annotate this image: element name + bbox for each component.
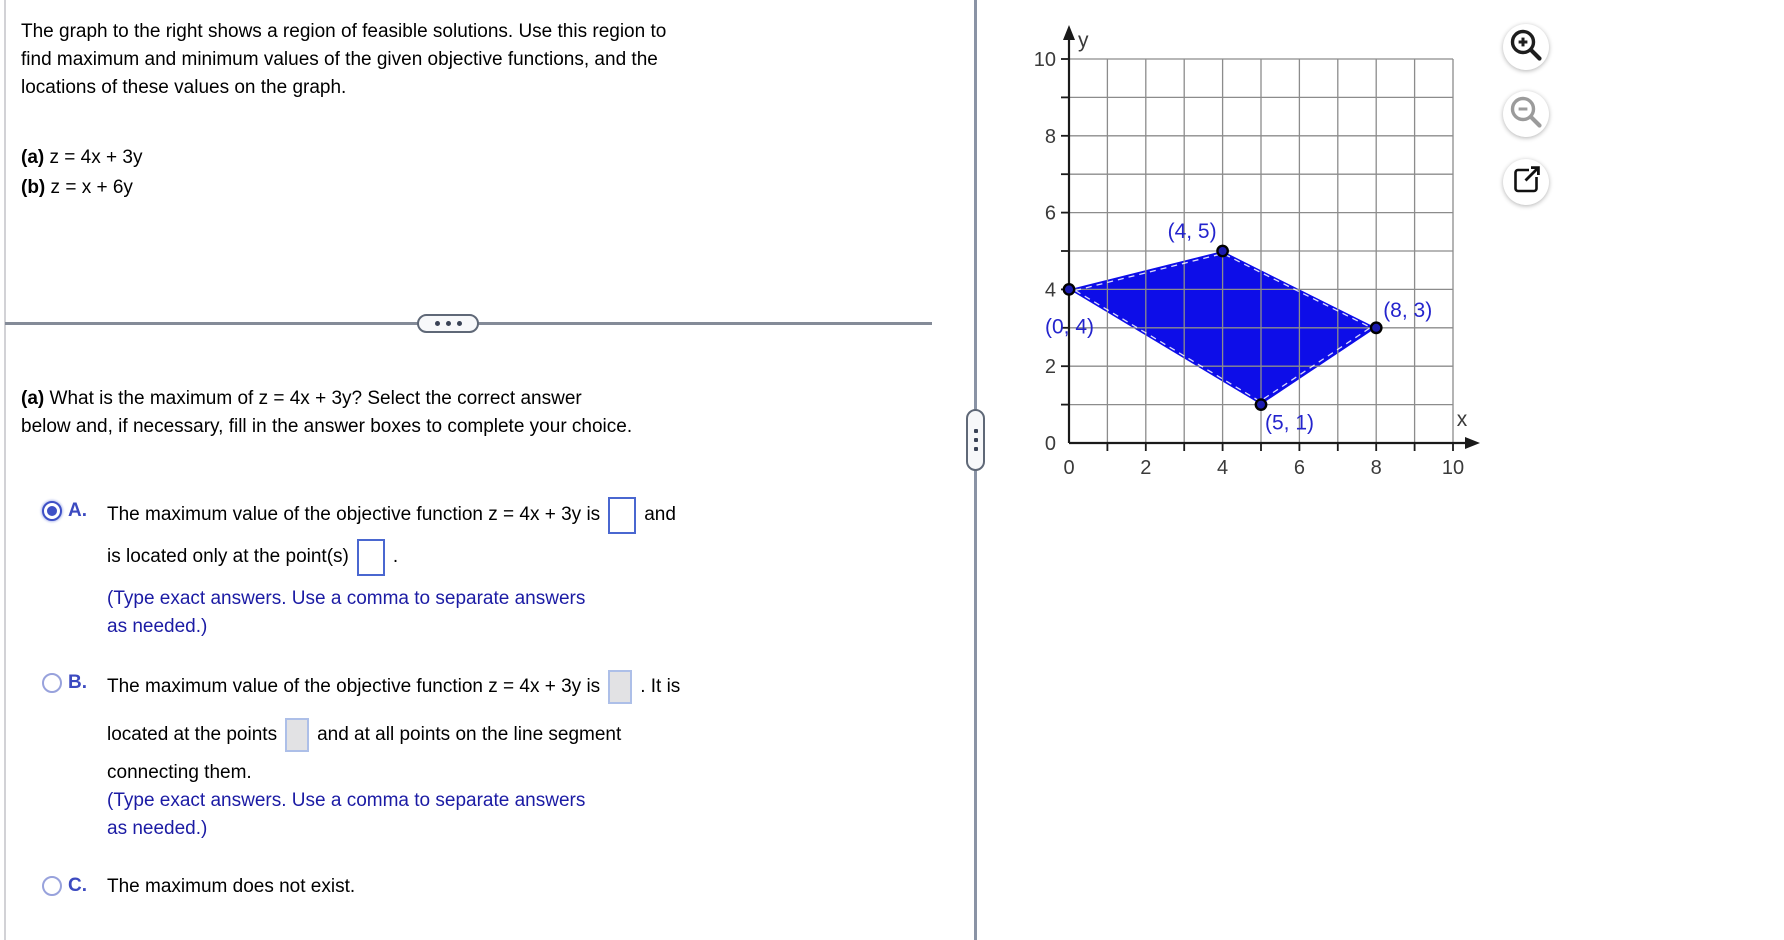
option-a-note2: as needed.)	[107, 616, 208, 637]
ellipsis-dot	[973, 429, 978, 433]
svg-text:4: 4	[1217, 457, 1228, 479]
svg-text:(4, 5): (4, 5)	[1168, 220, 1217, 243]
option-c-letter: C.	[68, 875, 87, 896]
svg-text:(5, 1): (5, 1)	[1265, 412, 1314, 435]
svg-text:x: x	[1457, 408, 1468, 431]
question-line1: What is the maximum of z = 4x + 3y? Sele…	[49, 388, 582, 409]
ellipsis-dot	[456, 321, 462, 326]
option-a-line1-text: The maximum value of the objective funct…	[107, 504, 601, 525]
svg-text:8: 8	[1045, 126, 1056, 148]
svg-text:4: 4	[1045, 279, 1056, 301]
option-a-line1: The maximum value of the objective funct…	[107, 494, 847, 536]
option-a-letter: A.	[68, 500, 87, 521]
ellipsis-dot	[973, 447, 978, 451]
open-in-new-window-button[interactable]	[1503, 159, 1549, 205]
objective-b-equation: z = x + 6y	[50, 177, 133, 198]
collapse-question-handle[interactable]	[417, 314, 479, 333]
zoom-out-button[interactable]	[1503, 91, 1549, 137]
option-a-line2-text: is located only at the point(s)	[107, 546, 349, 567]
svg-text:(0, 4): (0, 4)	[1045, 315, 1094, 338]
option-b-line1: The maximum value of the objective funct…	[107, 666, 847, 708]
answer-box-max-points[interactable]	[356, 538, 385, 576]
svg-text:2: 2	[1045, 356, 1056, 378]
question-line2: below and, if necessary, fill in the ans…	[21, 416, 633, 437]
option-b-note1: (Type exact answers. Use a comma to sepa…	[107, 790, 586, 811]
graph-canvas: 0 2 4 6 8 10 0 2 4 6 8 10 y x (0, 4) (4, 5) (8, 3) (5, 1)	[1034, 25, 1480, 479]
option-a-text: The maximum value of the objective funct…	[107, 494, 847, 641]
problem-line: locations of these values on the graph.	[21, 77, 347, 98]
svg-text:10: 10	[1442, 457, 1464, 479]
svg-text:10: 10	[1034, 49, 1056, 71]
ellipsis-dot	[434, 321, 440, 326]
option-a-note1: (Type exact answers. Use a comma to sepa…	[107, 588, 586, 609]
option-a-line2: is located only at the point(s).	[107, 536, 847, 578]
option-c-text: The maximum does not exist.	[107, 875, 847, 899]
question-prompt: (a) What is the maximum of z = 4x + 3y? …	[21, 385, 921, 441]
svg-text:0: 0	[1045, 433, 1056, 455]
open-in-new-window-icon	[1506, 160, 1546, 205]
radio-option-b[interactable]	[42, 673, 62, 693]
objective-a: (a) z = 4x + 3y	[21, 143, 421, 173]
collapse-panel-handle[interactable]	[966, 409, 985, 471]
radio-option-c[interactable]	[42, 876, 62, 896]
svg-text:6: 6	[1045, 203, 1056, 225]
option-a-line1-tail: and	[644, 504, 676, 525]
answer-box-b-points[interactable]	[285, 718, 310, 752]
zoom-in-button[interactable]	[1503, 24, 1549, 70]
option-b-line2-text: located at the points	[107, 724, 278, 745]
svg-text:6: 6	[1294, 457, 1305, 479]
objective-a-label: (a)	[21, 147, 45, 168]
option-b-line3: connecting them.	[107, 762, 252, 783]
option-b-text: The maximum value of the objective funct…	[107, 666, 847, 843]
problem-statement: The graph to the right shows a region of…	[21, 18, 901, 102]
option-b-line1-text: The maximum value of the objective funct…	[107, 676, 601, 697]
zoom-in-icon	[1506, 25, 1546, 70]
problem-line: The graph to the right shows a region of…	[21, 21, 667, 42]
page-left-border	[4, 0, 6, 940]
option-b-line2-tail: and at all points on the line segment	[317, 724, 622, 745]
feasible-region-graph: 0 2 4 6 8 10 0 2 4 6 8 10 y x (0, 4) (4, 5) (8, 3) (5, 1)	[990, 0, 1510, 500]
objective-a-equation: z = 4x + 3y	[49, 147, 143, 168]
option-b-note2: as needed.)	[107, 818, 208, 839]
option-b-letter: B.	[68, 672, 87, 693]
option-a-line2-tail: .	[392, 546, 399, 567]
svg-text:8: 8	[1371, 457, 1382, 479]
ellipsis-dot	[445, 321, 451, 326]
svg-text:(8, 3): (8, 3)	[1383, 299, 1432, 322]
ellipsis-dot	[973, 438, 978, 442]
svg-text:y: y	[1078, 29, 1089, 52]
answer-box-b-value[interactable]	[608, 670, 633, 704]
radio-option-a[interactable]	[42, 501, 62, 521]
answer-box-max-value[interactable]	[608, 496, 637, 534]
option-b-line1-tail: . It is	[640, 676, 681, 697]
svg-text:2: 2	[1140, 457, 1151, 479]
objective-functions: (a) z = 4x + 3y (b) z = x + 6y	[21, 143, 421, 203]
question-part-label: (a)	[21, 388, 45, 409]
option-b-line2: located at the points and at all points o…	[107, 714, 847, 756]
svg-text:0: 0	[1063, 457, 1074, 479]
zoom-out-icon	[1506, 92, 1546, 137]
objective-b: (b) z = x + 6y	[21, 173, 421, 203]
option-c-line: The maximum does not exist.	[107, 876, 356, 897]
objective-b-label: (b)	[21, 177, 46, 198]
problem-line: find maximum and minimum values of the g…	[21, 49, 658, 70]
